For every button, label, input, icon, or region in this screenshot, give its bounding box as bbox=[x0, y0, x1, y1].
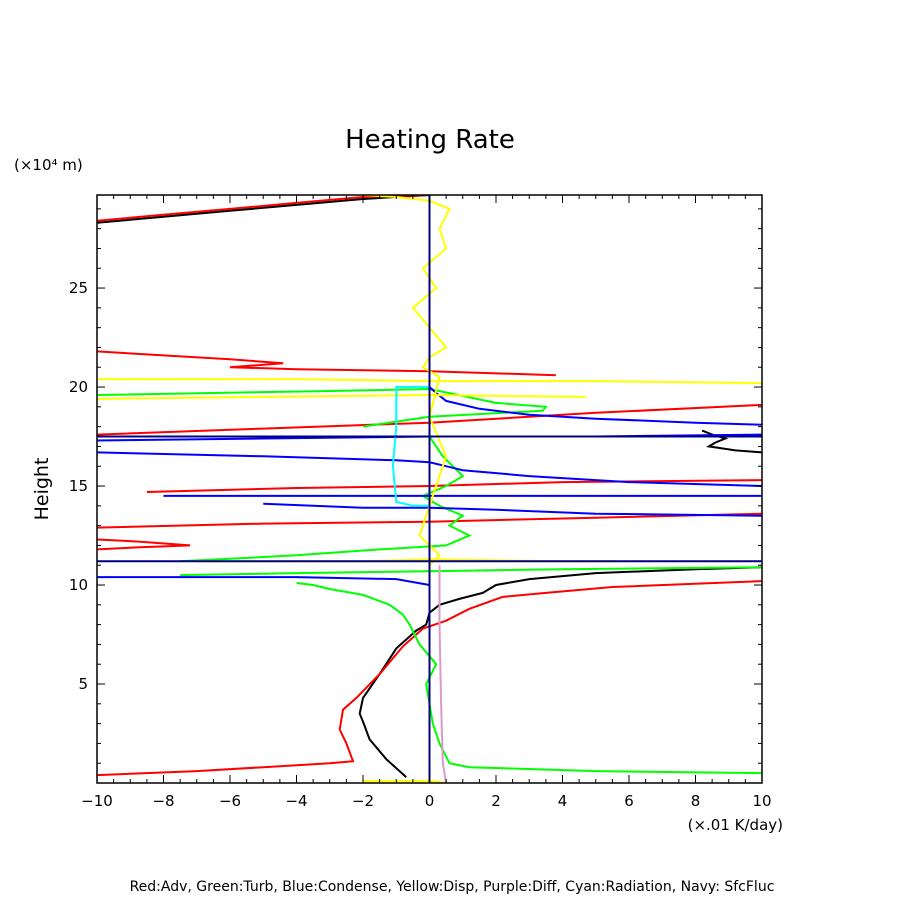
x-tick-label: 8 bbox=[691, 792, 701, 810]
x-axis-unit: (×.01 K/day) bbox=[688, 816, 783, 834]
y-tick-label: 15 bbox=[69, 477, 88, 495]
series-condense-14 bbox=[97, 576, 430, 586]
y-tick-label: 25 bbox=[69, 279, 88, 297]
x-tick-label: 6 bbox=[624, 792, 634, 810]
x-tick-label: −4 bbox=[285, 792, 307, 810]
series-turb-11 bbox=[180, 566, 762, 577]
y-tick-label: 10 bbox=[69, 576, 88, 594]
y-axis-label: Height bbox=[31, 458, 53, 521]
y-tick-label: 20 bbox=[69, 378, 88, 396]
x-tick-label: 2 bbox=[491, 792, 501, 810]
x-tick-label: −10 bbox=[81, 792, 113, 810]
series-turb-12 bbox=[97, 387, 548, 428]
y-axis-unit: (×10⁴ m) bbox=[14, 156, 83, 174]
x-tick-label: 4 bbox=[558, 792, 568, 810]
series-diff-25 bbox=[438, 565, 448, 783]
x-tick-label: 10 bbox=[752, 792, 771, 810]
series-disp-20 bbox=[362, 195, 451, 566]
series-net-1 bbox=[97, 195, 430, 224]
series-turb-13 bbox=[180, 435, 472, 563]
series-condense-16 bbox=[97, 451, 762, 487]
x-tick-label: −8 bbox=[152, 792, 174, 810]
series-disp-22 bbox=[97, 393, 586, 400]
y-tick-label: 5 bbox=[78, 675, 88, 693]
chart-title: Heating Rate bbox=[345, 125, 515, 155]
series-adv-5 bbox=[97, 350, 556, 377]
series-condense-17 bbox=[263, 502, 762, 517]
x-tick-label: 0 bbox=[425, 792, 435, 810]
axes-layer: −10 −8 −6 −4 −2 0 2 4 6 8 10 5 10 15 20 25 bbox=[69, 194, 772, 810]
series-adv-3 bbox=[97, 580, 762, 777]
series-turb-10 bbox=[296, 582, 762, 775]
series-layer bbox=[97, 195, 762, 783]
series-net-0 bbox=[358, 566, 762, 778]
series-radiation-26 bbox=[391, 386, 430, 507]
legend: Red:Adv, Green:Turb, Blue:Condense, Yell… bbox=[130, 879, 775, 895]
series-adv-9 bbox=[97, 538, 191, 551]
x-tick-label: −6 bbox=[219, 792, 241, 810]
x-tick-label: −2 bbox=[352, 792, 374, 810]
